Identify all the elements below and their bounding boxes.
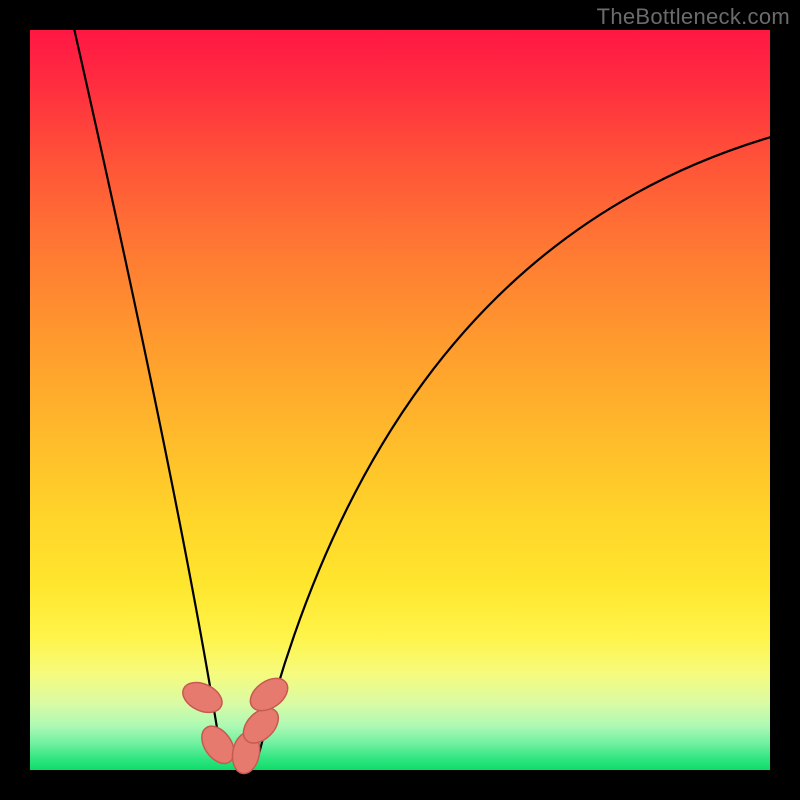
watermark: TheBottleneck.com [597, 4, 790, 30]
chart-svg [0, 0, 800, 800]
plot-background [30, 30, 770, 770]
chart-canvas [0, 0, 800, 800]
